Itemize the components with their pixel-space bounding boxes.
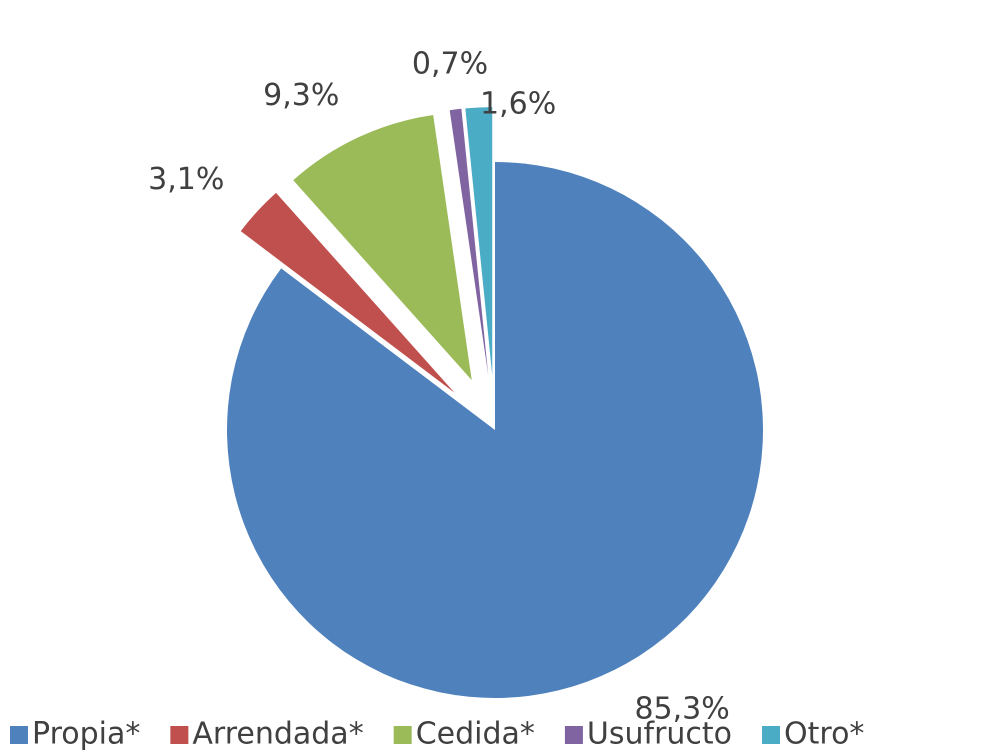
pie-slice (227, 162, 764, 699)
pie-slice (465, 107, 493, 376)
legend-label: Propia* (32, 717, 140, 752)
data-label: 1,6% (480, 86, 556, 121)
data-label: 85,3% (634, 692, 729, 727)
data-label: 3,1% (148, 162, 224, 197)
pie-slice (240, 192, 455, 393)
legend-marker (10, 726, 28, 744)
pie-slice (449, 108, 489, 376)
legend-label: Usufructo (587, 717, 732, 752)
legend-label: Cedida* (416, 717, 535, 752)
data-label: 9,3% (263, 78, 339, 113)
pie-slice (293, 114, 472, 381)
data-label: 0,7% (412, 46, 488, 81)
legend-marker (564, 726, 583, 744)
legend-marker (170, 726, 189, 744)
legend-label: Arrendada* (192, 717, 363, 752)
legend-marker (762, 726, 781, 744)
legend-label: Otro* (784, 717, 864, 752)
legend-marker (393, 726, 412, 744)
